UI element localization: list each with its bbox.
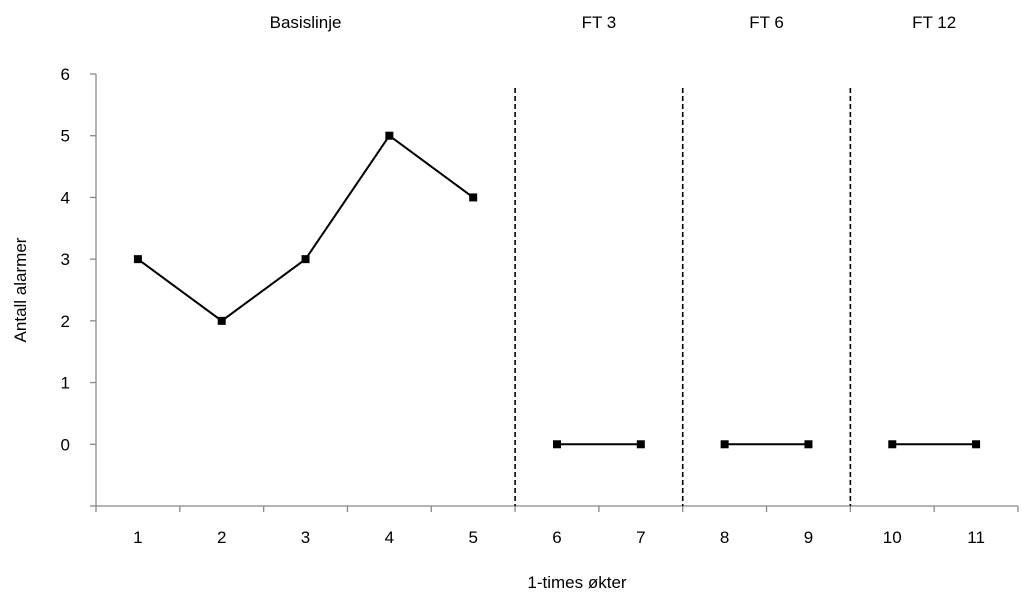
x-axis-title: 1-times økter — [527, 573, 627, 592]
series-line — [137, 134, 474, 323]
x-tick-label: 6 — [552, 528, 561, 547]
phase-label: Basislinje — [270, 13, 342, 32]
data-point — [553, 440, 561, 449]
data-point — [720, 440, 729, 449]
x-tick-label: 1 — [133, 528, 142, 547]
data-point — [217, 316, 226, 325]
phase-label: FT 12 — [912, 13, 956, 32]
x-tick-label: 11 — [967, 528, 985, 547]
y-tick-label: 4 — [61, 188, 70, 207]
phase-label: FT 3 — [582, 13, 617, 32]
x-tick-label: 7 — [636, 528, 645, 547]
y-tick-label: 0 — [61, 435, 70, 454]
data-point — [972, 440, 981, 449]
y-tick-label: 1 — [61, 374, 70, 393]
y-tick-label: 5 — [61, 127, 70, 146]
x-tick-label: 9 — [804, 528, 813, 547]
data-point — [469, 193, 478, 202]
x-tick-label: 2 — [217, 528, 226, 547]
y-tick-label: 6 — [61, 65, 70, 84]
x-tick-label: 4 — [385, 528, 394, 547]
x-tick-label: 5 — [468, 528, 477, 547]
data-point — [133, 255, 142, 264]
labels-group: 0 1 2 3 4 5 6 1 2 3 4 5 6 7 8 9 10 11 Basislinje FT 3 FT 6 FT… — [61, 13, 985, 547]
data-point — [636, 440, 645, 449]
phase-change-lines — [514, 88, 852, 506]
y-axis-title: Antall alarmer — [11, 237, 30, 342]
data-point — [804, 440, 813, 449]
x-tick-label: 8 — [720, 528, 729, 547]
phase-label: FT 6 — [749, 13, 784, 32]
series-group — [133, 131, 981, 449]
x-tick-label: 10 — [883, 528, 902, 547]
data-point — [888, 440, 897, 449]
x-tick-label: 3 — [301, 528, 310, 547]
y-tick-label: 3 — [61, 250, 70, 269]
data-point — [385, 131, 394, 140]
data-point — [301, 255, 310, 264]
y-tick-label: 2 — [61, 312, 70, 331]
axes — [90, 73, 1019, 512]
